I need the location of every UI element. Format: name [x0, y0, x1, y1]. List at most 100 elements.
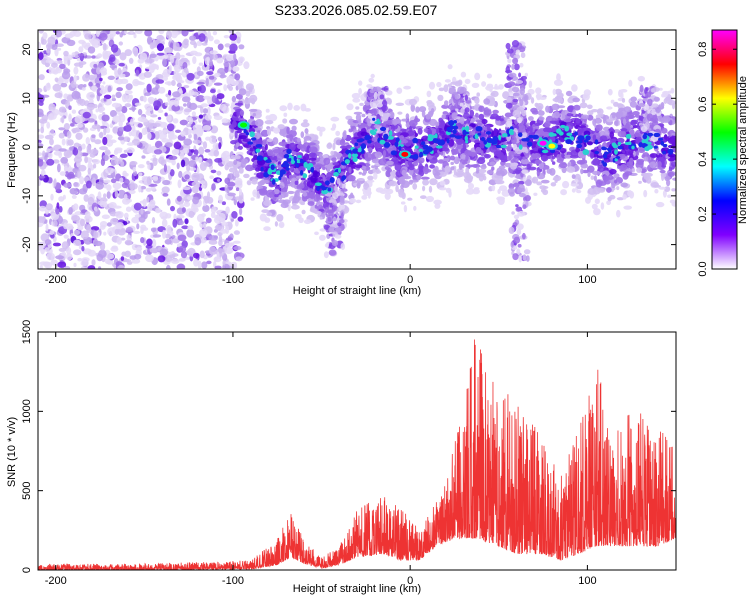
spectrogram-cell — [403, 204, 408, 213]
spectrogram-cell — [47, 113, 54, 121]
spectrogram-cell — [635, 150, 640, 157]
spectrogram-cell — [274, 221, 278, 227]
spectrogram-cell — [516, 248, 521, 255]
spectrogram-cell — [516, 106, 524, 112]
spectrogram-cell — [289, 118, 298, 125]
spectrogram-core — [316, 186, 320, 191]
spectrogram-cell — [552, 161, 556, 165]
spectrogram-cell — [243, 144, 251, 149]
spectrogram-cell — [103, 193, 107, 199]
spectrogram-cell — [186, 228, 195, 238]
spectrogram-cell — [345, 144, 353, 149]
spectrogram-cell — [114, 67, 118, 74]
spectrogram-cell — [497, 188, 501, 194]
spectrogram-cell — [69, 188, 78, 195]
spectrogram-core — [594, 150, 600, 155]
spectrogram-cell — [106, 253, 115, 260]
spectrogram-cell — [528, 80, 533, 89]
spectrogram-cell — [137, 123, 143, 128]
spectrogram-cell — [197, 260, 202, 269]
spectrogram-core — [552, 133, 557, 137]
spectrogram-cell — [188, 210, 195, 218]
spectrogram-cell — [256, 172, 265, 179]
spectrogram-cell — [237, 216, 244, 222]
spectrogram-cell — [515, 206, 521, 212]
spectrogram-cell — [86, 144, 92, 153]
spectrogram-cell — [284, 183, 289, 191]
spectrogram-cell — [465, 100, 471, 104]
spectrogram-cell — [189, 40, 197, 46]
spectrogram-cell — [205, 77, 209, 87]
spectrogram-cell — [145, 105, 154, 112]
spectrogram-cell — [188, 117, 194, 125]
spectrogram-cell — [599, 135, 608, 142]
spectrogram-cell — [115, 91, 122, 99]
spectrogram-cell — [213, 115, 223, 121]
spectrogram-cell — [663, 98, 668, 104]
spectrogram-cell — [412, 161, 419, 167]
spectrogram-cell — [609, 131, 615, 139]
spectrogram-cell — [137, 116, 147, 122]
spectrogram-core — [249, 131, 255, 138]
spectrogram-cell — [655, 201, 665, 208]
spectrogram-cell — [147, 203, 153, 212]
spectrogram-cell — [606, 118, 613, 123]
spectrogram-cell — [644, 172, 653, 177]
spectrogram-cell — [443, 84, 449, 93]
spectrogram-cell — [410, 103, 416, 112]
spectrogram-cell — [428, 185, 433, 193]
spectrogram-cell — [450, 161, 455, 165]
spectrogram-cell — [206, 260, 212, 265]
spectrogram-cell — [199, 228, 208, 237]
spectrogram-cell — [355, 199, 362, 204]
spectrogram-cell — [186, 196, 194, 201]
spectrogram-cell — [550, 126, 558, 132]
spectrogram-cell — [314, 231, 319, 236]
spectrogram-cell — [73, 66, 79, 75]
spectrogram-cell — [652, 113, 658, 121]
spectrogram-cell — [166, 225, 172, 234]
spectrogram-cell — [237, 145, 243, 150]
spectrogram-cell — [84, 215, 93, 223]
spectrogram-core — [486, 137, 493, 143]
spectrogram-cell — [191, 111, 196, 117]
spectrogram-cell — [133, 202, 142, 211]
spectrogram-cell — [106, 184, 112, 192]
spectrogram-cell — [560, 147, 567, 154]
spectrogram-cell — [435, 127, 440, 134]
spectrogram-cell — [283, 112, 288, 118]
spectrogram-cell — [176, 195, 182, 202]
spectrogram-cell — [250, 197, 255, 201]
spectrogram-cell — [191, 186, 199, 194]
spectrogram-cell — [216, 170, 222, 176]
spectrogram-cell — [541, 131, 551, 137]
spectrogram-cell — [234, 219, 239, 227]
spectrogram-cell — [334, 184, 338, 193]
spectrogram-cell — [100, 67, 107, 74]
spectrogram-cell — [52, 83, 62, 92]
spectrogram-cell — [371, 165, 375, 169]
spectrogram-core — [608, 149, 612, 153]
spectrogram-cell — [107, 75, 116, 81]
spectrogram-cell — [202, 108, 208, 114]
spectrogram-cell — [63, 50, 69, 57]
spectrogram-cell — [73, 249, 82, 256]
spectrogram-cell — [180, 57, 189, 63]
spectrogram-cell — [168, 134, 178, 140]
spectrogram-cell — [459, 97, 465, 104]
spectrogram-cell — [38, 179, 41, 187]
spectrogram-cell — [44, 134, 54, 140]
spectrogram-cell — [66, 54, 73, 61]
spectrogram-cell — [199, 84, 206, 94]
spectrogram-cell — [226, 195, 233, 200]
spectrogram-cell — [379, 94, 385, 100]
spectrogram-cell — [538, 116, 545, 121]
spectrogram-cell — [213, 82, 223, 86]
spectrogram-cell — [265, 189, 275, 198]
spectrogram-cell — [405, 113, 410, 120]
spectrogram-cell — [521, 94, 529, 102]
spectrogram-cell — [534, 122, 541, 126]
spectrogram-cell — [643, 189, 648, 198]
spectrogram-cell — [99, 146, 108, 151]
spectrogram-cell — [643, 105, 647, 112]
